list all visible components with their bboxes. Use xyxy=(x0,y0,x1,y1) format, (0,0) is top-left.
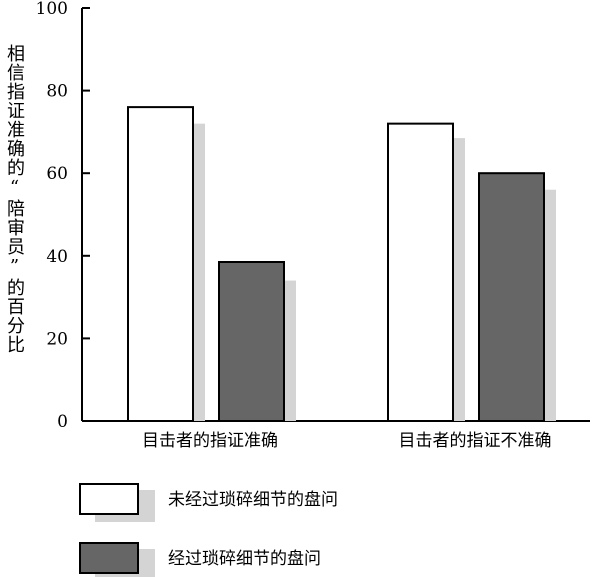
x-tick-labels: 目击者的指证准确 目击者的指证不准确 xyxy=(142,431,552,451)
bar-0-1 xyxy=(218,260,285,422)
y-tick-label-20: 20 xyxy=(46,329,68,349)
legend-swatch-1 xyxy=(79,542,139,574)
y-axis-label: 相信指证准确的“陪审员”的百分比 xyxy=(4,44,25,354)
y-tick-label-100: 100 xyxy=(36,0,68,19)
y-tick-label-40: 40 xyxy=(46,247,68,267)
legend-label-1: 经过琐碎细节的盘问 xyxy=(168,549,321,569)
x-tick-label-1: 目击者的指证不准确 xyxy=(399,431,552,451)
bar-1-1 xyxy=(478,172,545,422)
bars xyxy=(127,106,556,423)
y-tick-label-60: 60 xyxy=(46,164,68,184)
legend-label-0: 未经过琐碎细节的盘问 xyxy=(168,490,338,510)
legend-swatch-0 xyxy=(79,483,139,515)
y-tick-label-80: 80 xyxy=(46,82,68,102)
y-ticks: 0 20 40 60 80 100 xyxy=(36,0,90,432)
bar-0-0 xyxy=(127,106,194,423)
y-axis-label-wrap: 相信指证准确的“陪审员”的百分比 xyxy=(0,44,34,354)
y-tick-label-0: 0 xyxy=(57,412,68,432)
x-tick-label-0: 目击者的指证准确 xyxy=(142,431,278,451)
bar-1-0 xyxy=(387,122,454,422)
